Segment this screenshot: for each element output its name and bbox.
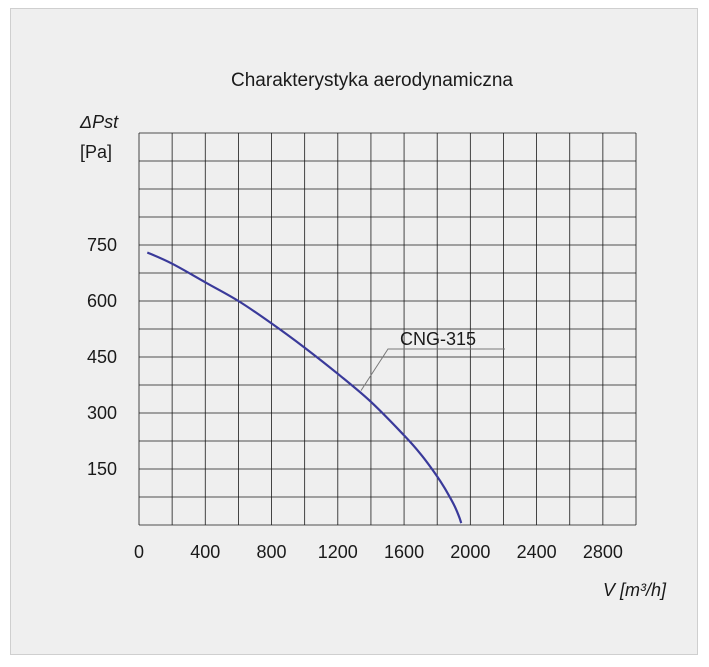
annotation-layer: CNG-315 xyxy=(360,329,505,391)
series-layer xyxy=(146,251,463,524)
x-tick-label: 1600 xyxy=(384,542,424,562)
x-tick-label: 800 xyxy=(257,542,287,562)
y-tick-labels: 150 300 450 600 750 xyxy=(87,235,117,479)
x-tick-label: 2400 xyxy=(517,542,557,562)
x-tick-label: 0 xyxy=(134,542,144,562)
y-tick-label: 750 xyxy=(87,235,117,255)
annotation-label: CNG-315 xyxy=(400,329,476,349)
x-tick-labels: 0 400 800 1200 1600 2000 2400 2800 xyxy=(134,542,623,562)
y-tick-label: 600 xyxy=(87,291,117,311)
annotation-leader xyxy=(360,348,505,391)
x-tick-label: 1200 xyxy=(318,542,358,562)
chart-panel xyxy=(10,8,698,655)
x-axis-label: V [m³/h] xyxy=(603,580,667,600)
series-line-cng-315 xyxy=(146,251,463,524)
x-tick-label: 2800 xyxy=(583,542,623,562)
y-axis-unit: [Pa] xyxy=(80,142,112,162)
x-tick-label: 2000 xyxy=(450,542,490,562)
chart-title: Charakterystyka aerodynamiczna xyxy=(231,70,513,91)
y-tick-label: 450 xyxy=(87,347,117,367)
y-tick-label: 300 xyxy=(87,403,117,423)
x-tick-label: 400 xyxy=(190,542,220,562)
chart-grid xyxy=(138,132,637,526)
y-axis-label: ΔPst xyxy=(79,112,119,132)
y-tick-label: 150 xyxy=(87,459,117,479)
